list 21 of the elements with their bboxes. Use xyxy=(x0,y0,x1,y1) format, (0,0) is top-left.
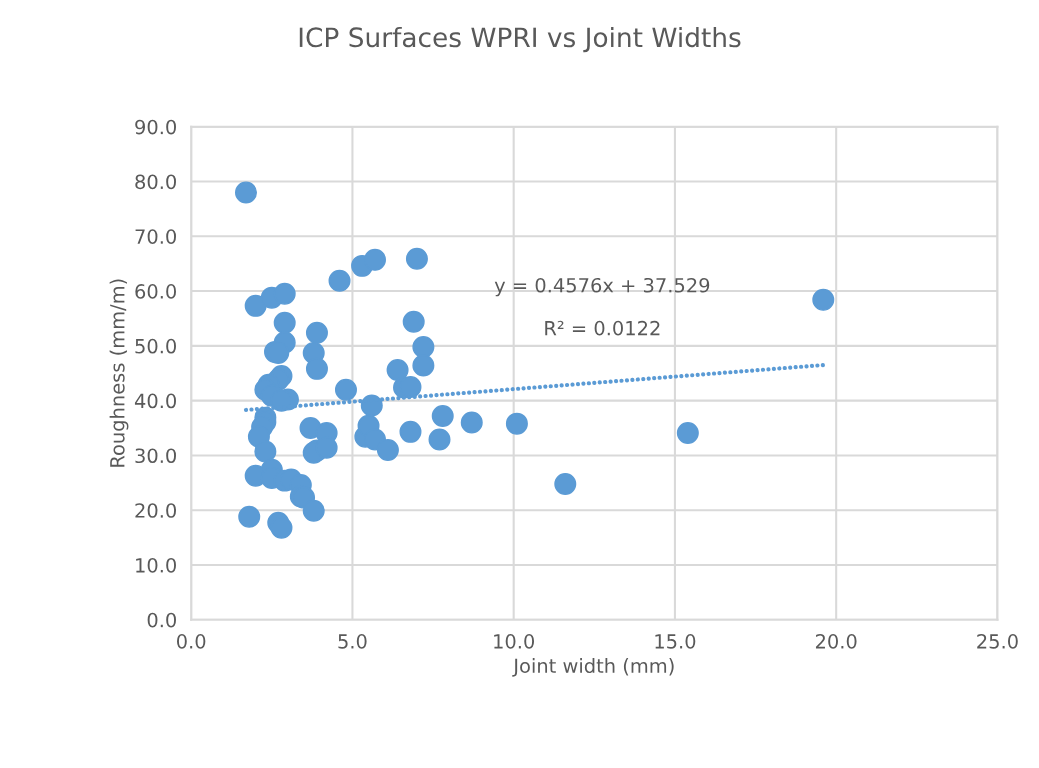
y-axis-title: Roughness (mm/m) xyxy=(109,279,129,467)
x-tick-label: 15.0 xyxy=(655,634,696,649)
annotation: y = 0.4576x + 37.529 xyxy=(494,277,710,297)
x-tick-label: 5.0 xyxy=(338,634,367,649)
x-tick-label: 0.0 xyxy=(177,634,206,649)
y-tick-label: 30.0 xyxy=(135,448,176,464)
x-tick-label: 25.0 xyxy=(977,634,1018,649)
x-axis-title: Joint width (mm) xyxy=(512,658,674,677)
y-tick-label: 10.0 xyxy=(136,557,176,573)
x-tick-label: 10.0 xyxy=(494,634,535,649)
chart-title: ICP Surfaces WPRI vs Joint Widths xyxy=(299,26,741,53)
y-tick-label: 60.0 xyxy=(135,284,176,299)
y-tick-label: 70.0 xyxy=(135,229,176,244)
y-tick-label: 80.0 xyxy=(135,174,176,190)
y-tick-label: 50.0 xyxy=(135,338,176,354)
y-tick-label: 20.0 xyxy=(135,503,176,518)
annotation: R² = 0.0122 xyxy=(545,320,660,336)
y-tick-label: 40.0 xyxy=(134,393,176,409)
x-tick-label: 20.0 xyxy=(815,634,857,649)
y-tick-label: 90.0 xyxy=(135,119,176,135)
y-tick-label: 0.0 xyxy=(147,612,176,628)
